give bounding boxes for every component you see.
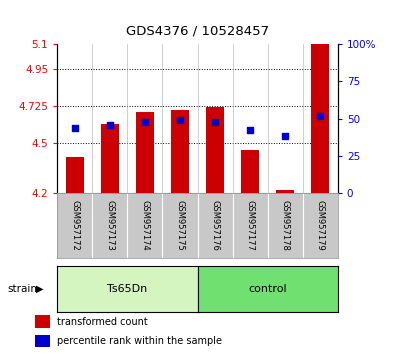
Point xyxy=(107,122,113,127)
Text: GSM957177: GSM957177 xyxy=(246,200,255,251)
Point xyxy=(177,117,183,123)
Point xyxy=(247,128,253,133)
Bar xyxy=(35,335,50,347)
Text: control: control xyxy=(248,284,287,293)
Text: GSM957178: GSM957178 xyxy=(280,200,290,251)
Text: strain: strain xyxy=(8,284,38,293)
Text: Ts65Dn: Ts65Dn xyxy=(107,284,147,293)
Bar xyxy=(171,110,189,193)
Point xyxy=(212,119,218,124)
Bar xyxy=(241,150,259,193)
Bar xyxy=(66,156,84,193)
Bar xyxy=(276,190,294,193)
Text: percentile rank within the sample: percentile rank within the sample xyxy=(57,336,222,346)
Text: transformed count: transformed count xyxy=(57,316,147,327)
Text: ▶: ▶ xyxy=(36,284,43,293)
Point xyxy=(317,113,324,119)
Text: GSM957172: GSM957172 xyxy=(70,200,79,251)
Point xyxy=(142,119,148,124)
Text: GSM957176: GSM957176 xyxy=(211,200,220,251)
Point xyxy=(71,125,78,130)
Bar xyxy=(35,315,50,328)
Bar xyxy=(311,44,329,193)
Text: GSM957179: GSM957179 xyxy=(316,200,325,251)
Bar xyxy=(101,124,118,193)
Text: GSM957175: GSM957175 xyxy=(175,200,184,251)
Text: GSM957173: GSM957173 xyxy=(105,200,115,251)
Bar xyxy=(136,112,154,193)
Point xyxy=(282,133,288,139)
Bar xyxy=(206,107,224,193)
Text: GDS4376 / 10528457: GDS4376 / 10528457 xyxy=(126,25,269,38)
Text: GSM957174: GSM957174 xyxy=(140,200,149,251)
